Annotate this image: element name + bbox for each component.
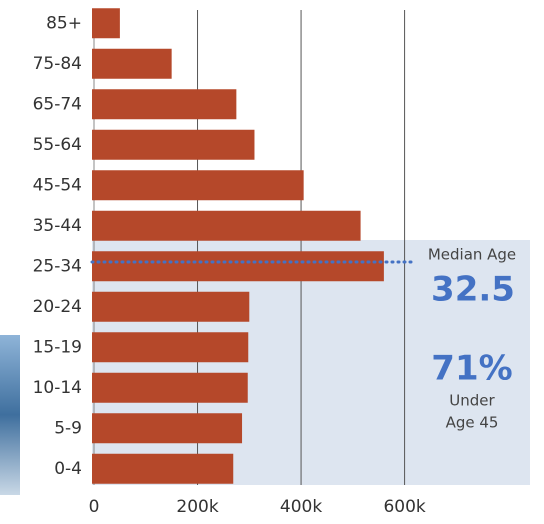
y-tick-label: 25-34 [33, 256, 82, 276]
photo-fragment [0, 335, 20, 495]
y-tick-label: 65-74 [33, 94, 82, 114]
median-value: 32.5 [431, 270, 515, 310]
y-tick-label: 35-44 [33, 216, 82, 236]
bar [92, 48, 172, 79]
bar [92, 332, 249, 363]
y-tick-label: 85+ [46, 13, 82, 33]
bar [92, 372, 248, 403]
median-label: Median Age [428, 246, 516, 264]
bar [92, 453, 234, 484]
y-tick-label: 15-19 [33, 337, 82, 357]
share-label: Under [449, 392, 495, 410]
y-tick-label: 0-4 [54, 459, 82, 479]
bar [92, 291, 250, 322]
bar [92, 210, 361, 241]
share-value: 71% [431, 349, 512, 389]
bar [92, 251, 384, 282]
y-tick-label: 75-84 [33, 54, 82, 74]
bar [92, 413, 243, 444]
y-tick-label: 10-14 [33, 378, 82, 398]
x-tick-label: 400k [280, 497, 322, 517]
bar [92, 170, 304, 201]
x-tick-label: 600k [383, 497, 425, 517]
bar [92, 89, 237, 120]
y-tick-label: 5-9 [54, 418, 82, 438]
y-tick-label: 45-54 [33, 175, 82, 195]
y-tick-label: 20-24 [33, 297, 82, 317]
bar [92, 129, 255, 160]
share-label: Age 45 [446, 414, 499, 432]
x-tick-label: 200k [176, 497, 218, 517]
x-tick-label: 0 [89, 497, 100, 517]
y-tick-label: 55-64 [33, 135, 82, 155]
bar [92, 8, 120, 39]
